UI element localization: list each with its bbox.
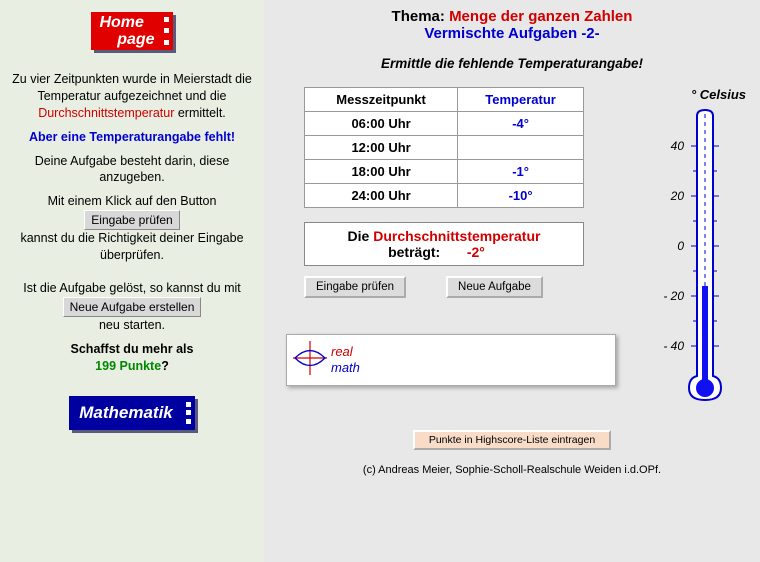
check-button[interactable]: Eingabe prüfen [304, 276, 406, 298]
copyright: (c) Andreas Meier, Sophie-Scholl-Realsch… [274, 464, 750, 476]
table-row: 12:00 Uhr [305, 136, 584, 160]
col-temp-header: Temperatur [458, 88, 584, 112]
highscore-button[interactable]: Punkte in Highscore-Liste eintragen [413, 430, 611, 450]
temperature-table: Messzeitpunkt Temperatur 06:00 Uhr-4° 12… [304, 87, 584, 208]
col-time-header: Messzeitpunkt [305, 88, 458, 112]
new-task-button[interactable]: Neue Aufgabe [446, 276, 543, 298]
missing-temp-cell[interactable] [458, 136, 584, 160]
missing-warning: Aber eine Temperaturangabe fehlt! [12, 129, 252, 146]
thermometer [677, 106, 733, 406]
sidebar: Home page Zu vier Zeitpunkten wurde in M… [0, 0, 264, 562]
solved-hint: Ist die Aufgabe gelöst, so kannst du mit… [12, 280, 252, 334]
average-box: Die Durchschnittstemperatur beträgt: -2° [304, 222, 584, 266]
table-row: 24:00 Uhr-10° [305, 184, 584, 208]
table-row: 06:00 Uhr-4° [305, 112, 584, 136]
home-button[interactable]: Home page [91, 12, 172, 50]
table-row: 18:00 Uhr-1° [305, 160, 584, 184]
task-text: Deine Aufgabe besteht darin, diese anzug… [12, 153, 252, 187]
logo-icon [293, 341, 327, 375]
click-hint: Mit einem Klick auf den Button Eingabe p… [12, 193, 252, 264]
main-content: Thema: Menge der ganzen Zahlen Vermischt… [264, 0, 760, 562]
inline-new-button: Neue Aufgabe erstellen [63, 297, 202, 317]
celsius-label: ° Celsius [660, 87, 750, 102]
realmath-logo[interactable]: real math [286, 334, 616, 386]
mathematik-button[interactable]: Mathematik [69, 396, 195, 430]
inline-check-button: Eingabe prüfen [84, 210, 179, 230]
instruction: Ermittle die fehlende Temperaturangabe! [274, 56, 750, 71]
points-challenge: Schaffst du mehr als 199 Punkte? [12, 341, 252, 375]
topic-heading: Thema: Menge der ganzen Zahlen Vermischt… [274, 8, 750, 42]
intro-text: Zu vier Zeitpunkten wurde in Meierstadt … [12, 71, 252, 122]
